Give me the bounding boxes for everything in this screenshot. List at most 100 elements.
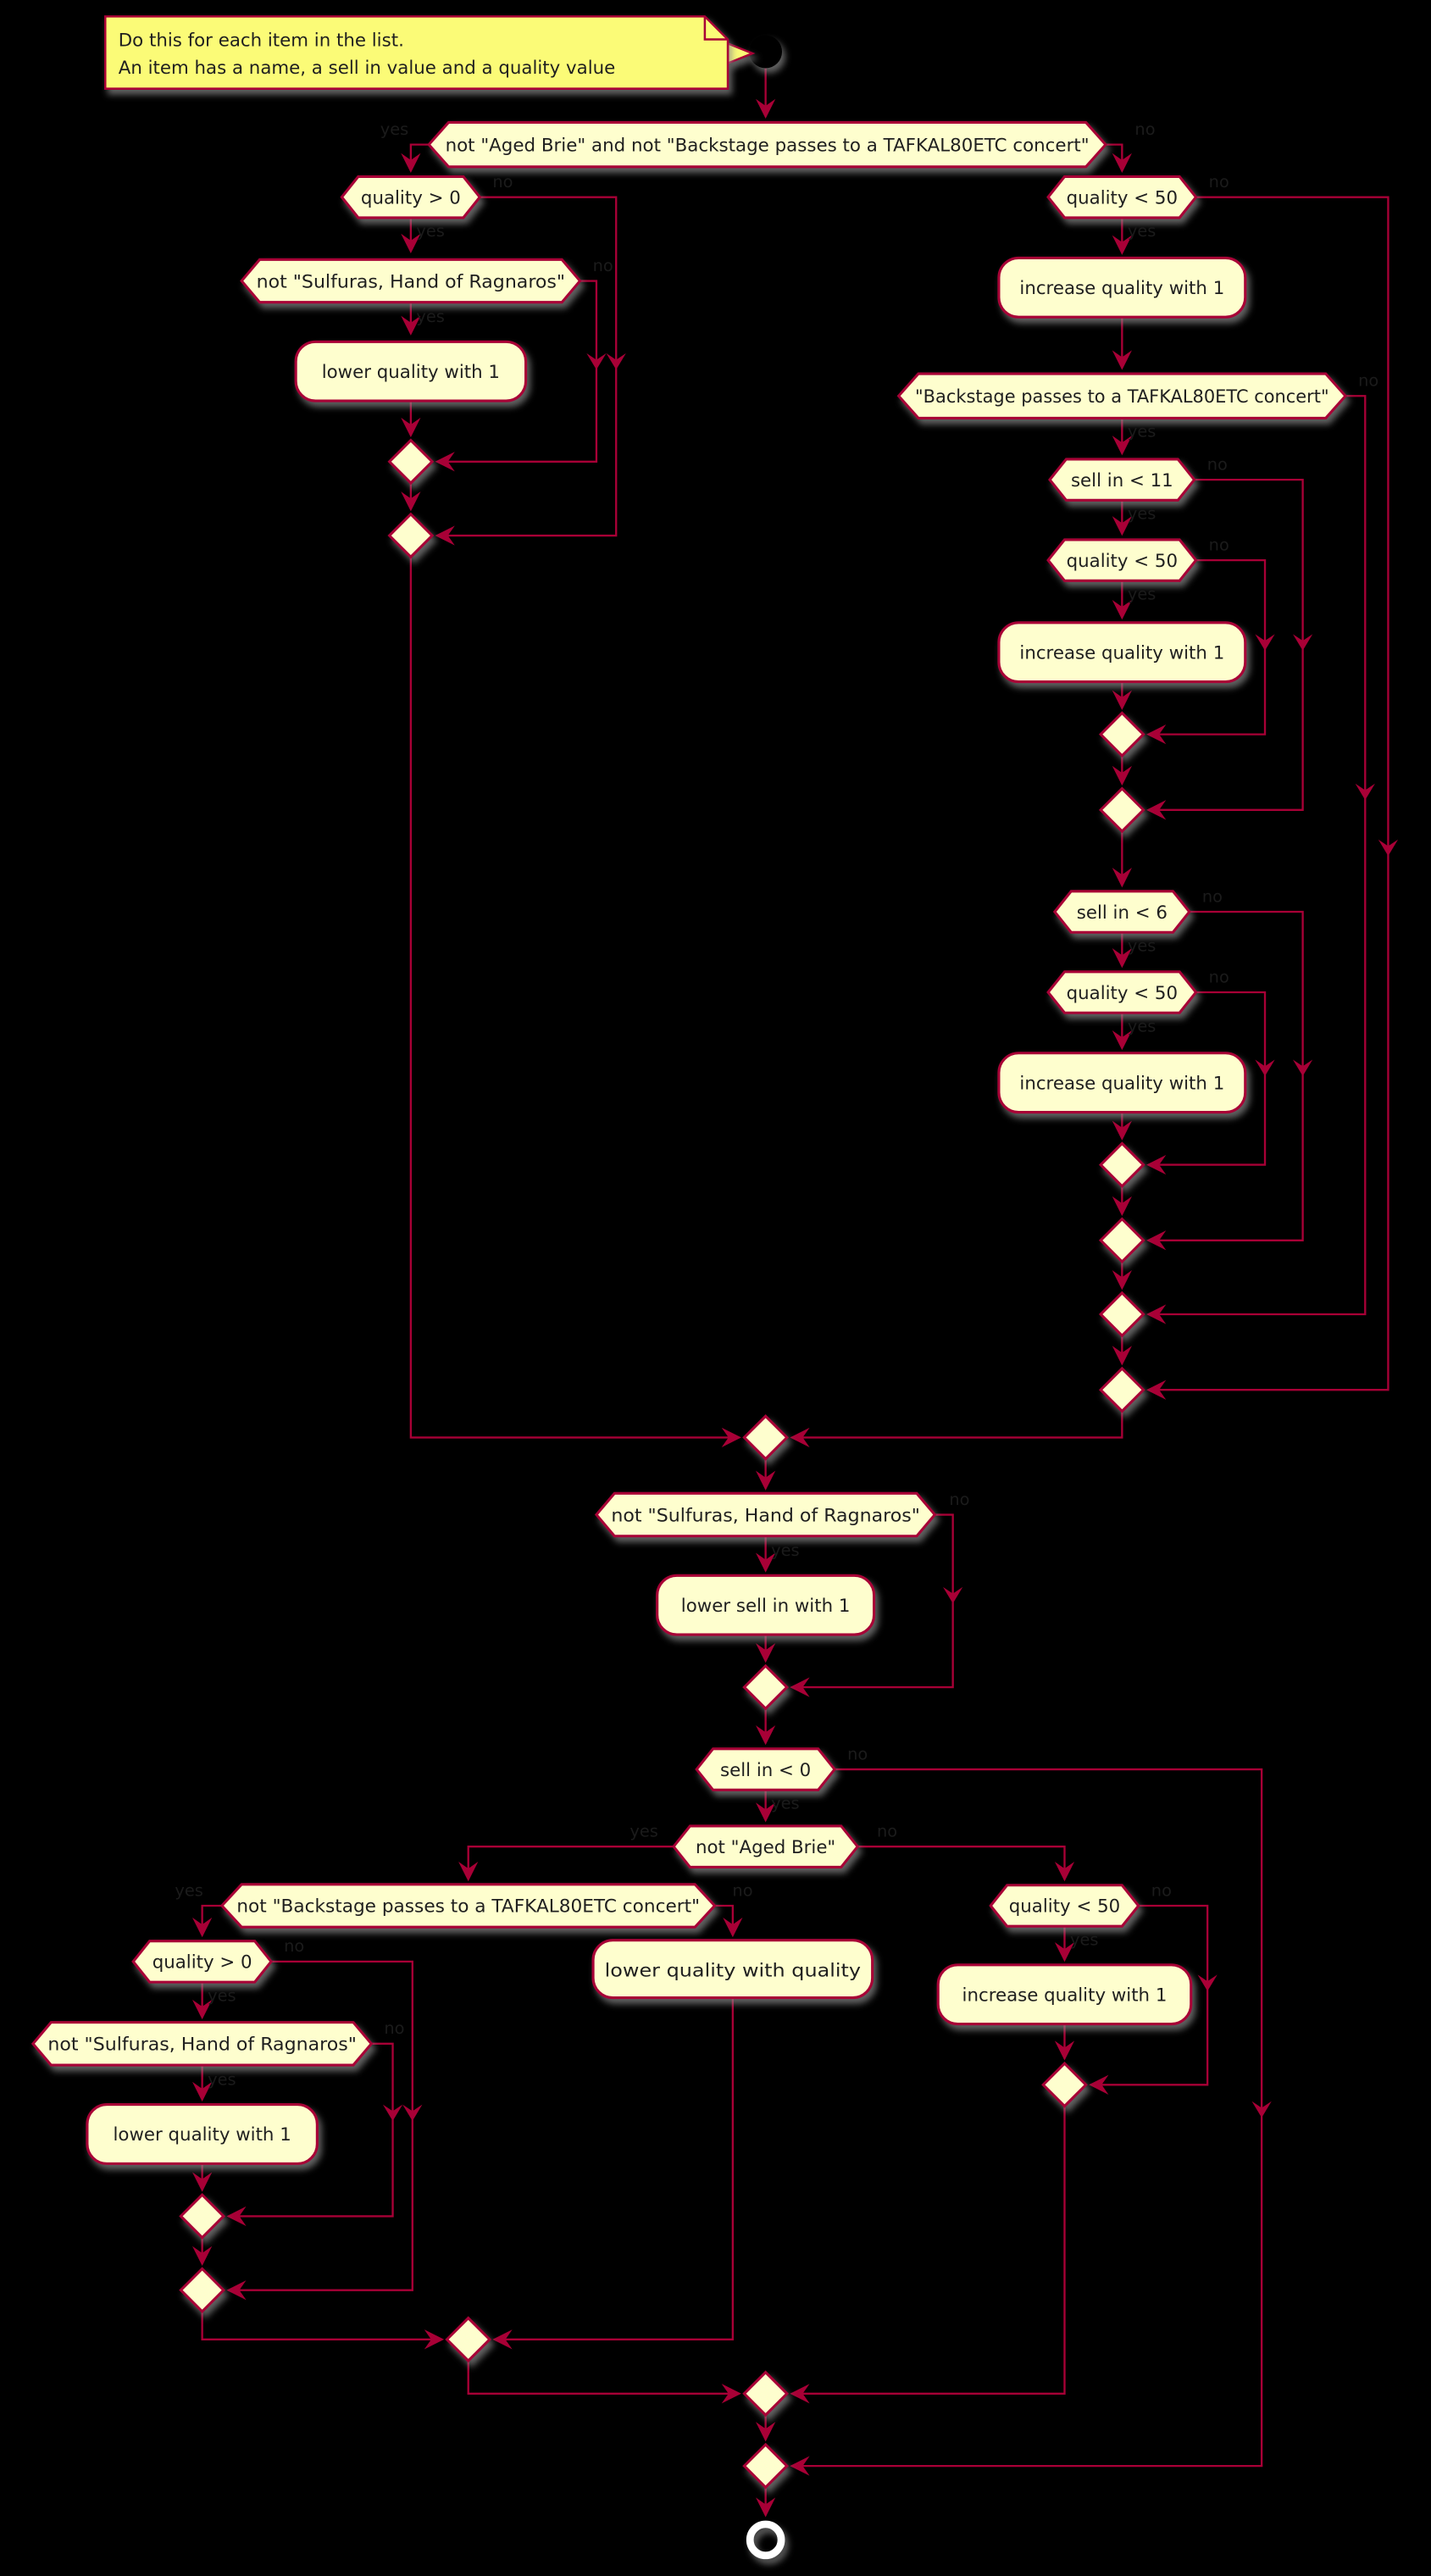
activity-lower-quality-top: lower quality with 1 xyxy=(294,340,528,402)
svg-text:quality < 50: quality < 50 xyxy=(1067,551,1178,572)
branch-label-no: no xyxy=(732,1880,752,1900)
svg-text:quality < 50: quality < 50 xyxy=(1067,983,1178,1004)
branch-label-yes: yes xyxy=(208,2069,236,2089)
branch-label-yes: yes xyxy=(1128,585,1156,604)
svg-text:quality < 50: quality < 50 xyxy=(1009,1896,1120,1918)
branch-label-yes: yes xyxy=(630,1822,657,1841)
branch-label-no: no xyxy=(1151,1880,1172,1900)
activity-increase-quality-1: increase quality with 1 xyxy=(997,256,1247,319)
svg-text:increase quality with 1: increase quality with 1 xyxy=(1019,278,1224,299)
decision-quality-lt50-top: quality < 50 yes no xyxy=(1046,172,1229,241)
edge-quality-lt50-top-no-bypass xyxy=(1146,196,1389,1400)
branch-label-no: no xyxy=(877,1822,897,1841)
branch-label-yes: yes xyxy=(416,307,444,326)
merge-diamond-e xyxy=(742,2370,790,2418)
svg-text:increase quality with 1: increase quality with 1 xyxy=(1019,642,1224,663)
branch-label-yes: yes xyxy=(208,1985,236,2005)
merge-diamond-right-3 xyxy=(1098,1141,1145,1188)
note-body xyxy=(103,15,729,90)
end-node xyxy=(746,2520,785,2560)
svg-text:increase quality with 1: increase quality with 1 xyxy=(962,1985,1168,2006)
edge-not-backstage-bottom-yes xyxy=(192,1904,222,1938)
edge-backstage-no-bypass xyxy=(1146,395,1367,1324)
svg-text:lower quality with quality: lower quality with quality xyxy=(605,1960,861,1981)
branch-label-no: no xyxy=(847,1744,868,1763)
svg-text:not "Aged Brie" and not "Backs: not "Aged Brie" and not "Backstage passe… xyxy=(446,135,1090,156)
edge-left-branch-to-big-merge xyxy=(409,557,741,1448)
svg-text:quality < 50: quality < 50 xyxy=(1067,187,1178,208)
edge-quality-gt0-bottom-no-bypass xyxy=(226,1960,413,2301)
edge-main-condition-no xyxy=(1105,143,1132,173)
svg-text:not "Sulfuras, Hand of Ragnaro: not "Sulfuras, Hand of Ragnaros" xyxy=(47,2035,356,2056)
edge-not-sulfuras-bottom-no-bypass xyxy=(226,2042,394,2227)
svg-text:lower quality with 1: lower quality with 1 xyxy=(113,2124,291,2146)
merge-diamond-mid xyxy=(742,1663,790,1711)
merge-diamond-right-2 xyxy=(1098,786,1145,834)
decision-backstage-passes: "Backstage passes to a TAFKAL80ETC conce… xyxy=(896,371,1378,441)
merge-diamond-right-5 xyxy=(1098,1291,1145,1338)
branch-label-yes: yes xyxy=(380,119,408,139)
edge-not-backstage-bottom-no xyxy=(714,1904,743,1938)
decision-quality-gt0-top: quality > 0 yes no xyxy=(340,172,513,241)
merge-diamond-c xyxy=(445,2316,492,2363)
svg-text:quality > 0: quality > 0 xyxy=(153,1952,252,1974)
branch-label-yes: yes xyxy=(1128,936,1156,956)
branch-label-yes: yes xyxy=(771,1541,799,1560)
merge-diamond-bottomleft-2 xyxy=(179,2267,226,2314)
activity-lower-quality-bottom: lower quality with 1 xyxy=(86,2103,319,2165)
activity-increase-quality-2: increase quality with 1 xyxy=(997,621,1247,684)
decision-quality-gt0-bottom: quality > 0 yes no xyxy=(131,1936,304,2005)
branch-label-yes: yes xyxy=(1128,422,1156,441)
note-line-2: An item has a name, a sell in value and … xyxy=(119,58,616,79)
edge-sellin6-no-bypass xyxy=(1146,910,1304,1251)
activity-lower-quality-with-quality: lower quality with quality xyxy=(591,1939,874,2000)
svg-text:quality > 0: quality > 0 xyxy=(361,187,461,208)
branch-label-no: no xyxy=(1209,172,1229,192)
branch-label-yes: yes xyxy=(1128,504,1156,524)
branch-label-yes: yes xyxy=(1128,221,1156,241)
svg-text:lower quality with 1: lower quality with 1 xyxy=(322,362,500,383)
branch-label-no: no xyxy=(284,1936,304,1956)
merge-diamond-big xyxy=(742,1414,790,1461)
edge-left-bottom-to-merge-c xyxy=(201,2311,445,2350)
merge-diamond-right-1 xyxy=(1098,711,1145,758)
midline-arrowheads xyxy=(382,353,1399,2121)
merge-diamond-right-6 xyxy=(1098,1366,1145,1413)
branch-label-no: no xyxy=(1358,371,1378,391)
decision-not-sulfuras-mid: not "Sulfuras, Hand of Ragnaros" yes no xyxy=(594,1490,969,1560)
merge-diamond-bottomleft-1 xyxy=(179,2193,226,2240)
decision-not-backstage-bottom: not "Backstage passes to a TAFKAL80ETC c… xyxy=(175,1880,753,1929)
decision-sellin-lt6: sell in < 6 yes no xyxy=(1052,886,1223,956)
svg-text:sell in < 0: sell in < 0 xyxy=(720,1760,811,1781)
edge-quality-lt50-bottom-no-bypass xyxy=(1089,1904,1209,2095)
decision-sellin-lt0: sell in < 0 yes no xyxy=(695,1744,868,1813)
merge-diamond-bottomright xyxy=(1041,2061,1088,2108)
note: Do this for each item in the list. An it… xyxy=(103,15,756,90)
activity-increase-quality-4: increase quality with 1 xyxy=(936,1963,1193,2026)
activity-increase-quality-3: increase quality with 1 xyxy=(997,1052,1247,1114)
decision-quality-lt50-bottom: quality < 50 yes no xyxy=(989,1880,1172,1950)
branch-label-no: no xyxy=(1202,886,1223,906)
edge-not-aged-brie-no xyxy=(857,1846,1075,1882)
svg-text:lower sell in with 1: lower sell in with 1 xyxy=(681,1596,851,1617)
decision-not-sulfuras-bottom: not "Sulfuras, Hand of Ragnaros" yes no xyxy=(31,2018,405,2089)
merge-diamond-left-2 xyxy=(387,512,435,559)
branch-label-no: no xyxy=(492,172,513,192)
note-fold-icon xyxy=(703,16,729,41)
edge-sellin0-no-bypass xyxy=(790,1768,1263,2476)
branch-label-no: no xyxy=(593,256,613,275)
start-node xyxy=(749,35,783,69)
branch-label-yes: yes xyxy=(771,1794,799,1813)
decision-quality-lt50-11: quality < 50 yes no xyxy=(1046,535,1229,604)
edge-quality-lt50-6-no-bypass xyxy=(1146,991,1267,1175)
svg-text:"Backstage passes to a TAFKAL8: "Backstage passes to a TAFKAL80ETC conce… xyxy=(915,386,1329,408)
branch-label-no: no xyxy=(1209,535,1229,554)
decision-not-sulfuras-top: not "Sulfuras, Hand of Ragnaros" yes no xyxy=(240,256,613,326)
svg-text:increase quality with 1: increase quality with 1 xyxy=(1019,1073,1224,1094)
branch-label-yes: yes xyxy=(175,1880,202,1900)
branch-label-no: no xyxy=(1134,119,1155,139)
flow-edges xyxy=(192,68,1389,2518)
decision-not-aged-brie: not "Aged Brie" yes no xyxy=(630,1822,897,1868)
